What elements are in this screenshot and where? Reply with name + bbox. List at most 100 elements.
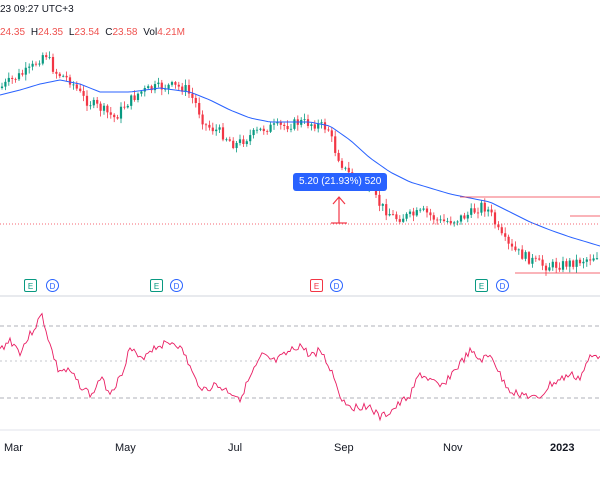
x-axis-label-may: May: [115, 442, 136, 454]
candle-body: [157, 82, 160, 85]
candle-body: [201, 114, 204, 125]
moving-average-line: [0, 79, 600, 247]
open-value: 24.35: [0, 27, 26, 38]
volume-label: Vol: [143, 27, 158, 38]
candle-body: [432, 215, 435, 220]
candle-body: [306, 119, 310, 126]
candle-body: [395, 214, 398, 220]
candle-body: [96, 99, 99, 104]
candle-body: [0, 86, 4, 88]
candle-body: [415, 210, 418, 216]
candle-body: [595, 258, 599, 259]
candle-body: [527, 252, 531, 264]
candle-body: [72, 84, 75, 86]
candle-body: [116, 117, 119, 119]
candle-body: [565, 261, 568, 267]
candle-body: [126, 105, 129, 108]
earnings-badge[interactable]: E: [150, 279, 163, 292]
candle-body: [269, 124, 272, 132]
candle-body: [493, 212, 497, 225]
candle-body: [106, 105, 109, 113]
candle-body: [483, 202, 486, 212]
dividend-badge[interactable]: D: [496, 279, 509, 292]
candle-body: [575, 259, 578, 267]
candle-body: [252, 129, 255, 136]
candle-body: [286, 126, 289, 130]
candle-body: [7, 77, 10, 82]
earnings-badge[interactable]: E: [310, 279, 323, 292]
candle-body: [99, 103, 102, 111]
candle-body: [456, 221, 459, 223]
x-axis-label-nov: Nov: [443, 442, 463, 454]
candle-body: [4, 81, 7, 87]
low-label: L: [68, 27, 75, 38]
candle-body: [232, 140, 235, 149]
candle-body: [381, 204, 384, 206]
candle-body: [398, 219, 401, 222]
candle-body: [109, 112, 112, 115]
candle-body: [238, 139, 242, 143]
candle-body: [592, 258, 595, 261]
x-axis-label-sep: Sep: [334, 442, 354, 454]
candle-body: [21, 73, 24, 75]
candle-body: [463, 215, 466, 219]
candle-body: [65, 75, 68, 78]
candle-body: [313, 124, 316, 129]
candle-body: [133, 95, 136, 100]
candle-body: [504, 233, 507, 237]
candle-body: [589, 259, 592, 261]
candle-body: [419, 209, 422, 211]
candle-body: [130, 95, 133, 106]
candle-body: [582, 261, 585, 264]
candle-body: [572, 260, 575, 267]
candle-body: [242, 139, 245, 145]
candle-body: [75, 84, 78, 89]
candle-body: [45, 55, 48, 58]
candle-body: [558, 267, 561, 270]
candle-body: [164, 88, 167, 90]
candle-body: [442, 219, 446, 222]
candle-body: [425, 208, 429, 213]
candle-body: [340, 160, 344, 168]
candle-body: [184, 85, 187, 92]
candle-body: [113, 114, 116, 118]
candle-body: [514, 246, 517, 251]
candle-body: [327, 129, 330, 131]
earnings-badge[interactable]: E: [475, 279, 488, 292]
dividend-badge[interactable]: D: [330, 279, 343, 292]
candle-body: [422, 208, 425, 210]
candle-body: [490, 209, 493, 213]
candle-body: [429, 212, 432, 216]
close-label: C: [105, 27, 113, 38]
candle-body: [187, 85, 191, 94]
measure-tooltip[interactable]: 5.20 (21.93%) 520: [293, 173, 388, 191]
earnings-badge[interactable]: E: [24, 279, 37, 292]
candle-body: [249, 135, 252, 142]
candle-body: [585, 259, 588, 262]
dividend-badge[interactable]: D: [46, 279, 59, 292]
candle-body: [374, 188, 378, 195]
candle-body: [48, 56, 51, 58]
candle-body: [85, 95, 89, 106]
candle-body: [531, 257, 534, 264]
candle-body: [31, 63, 34, 67]
close-value: 23.58: [112, 27, 138, 38]
candle-body: [561, 261, 565, 270]
x-axis-label-jul: Jul: [228, 442, 243, 454]
candle-body: [255, 129, 259, 131]
chart-datetime: 23 09:27 UTC+3: [0, 4, 74, 15]
candle-body: [174, 82, 177, 85]
candle-body: [266, 131, 269, 132]
candle-body: [289, 128, 293, 130]
candle-body: [79, 88, 82, 91]
ohlc-legend: 24.35 H24.35 L23.54 C23.58 Vol4.21M: [0, 27, 188, 38]
candle-body: [408, 211, 412, 214]
dividend-badge[interactable]: D: [170, 279, 183, 292]
candle-body: [480, 202, 483, 213]
candle-body: [136, 93, 140, 100]
candle-body: [123, 106, 126, 108]
candle-body: [218, 127, 221, 130]
candle-body: [198, 102, 201, 115]
